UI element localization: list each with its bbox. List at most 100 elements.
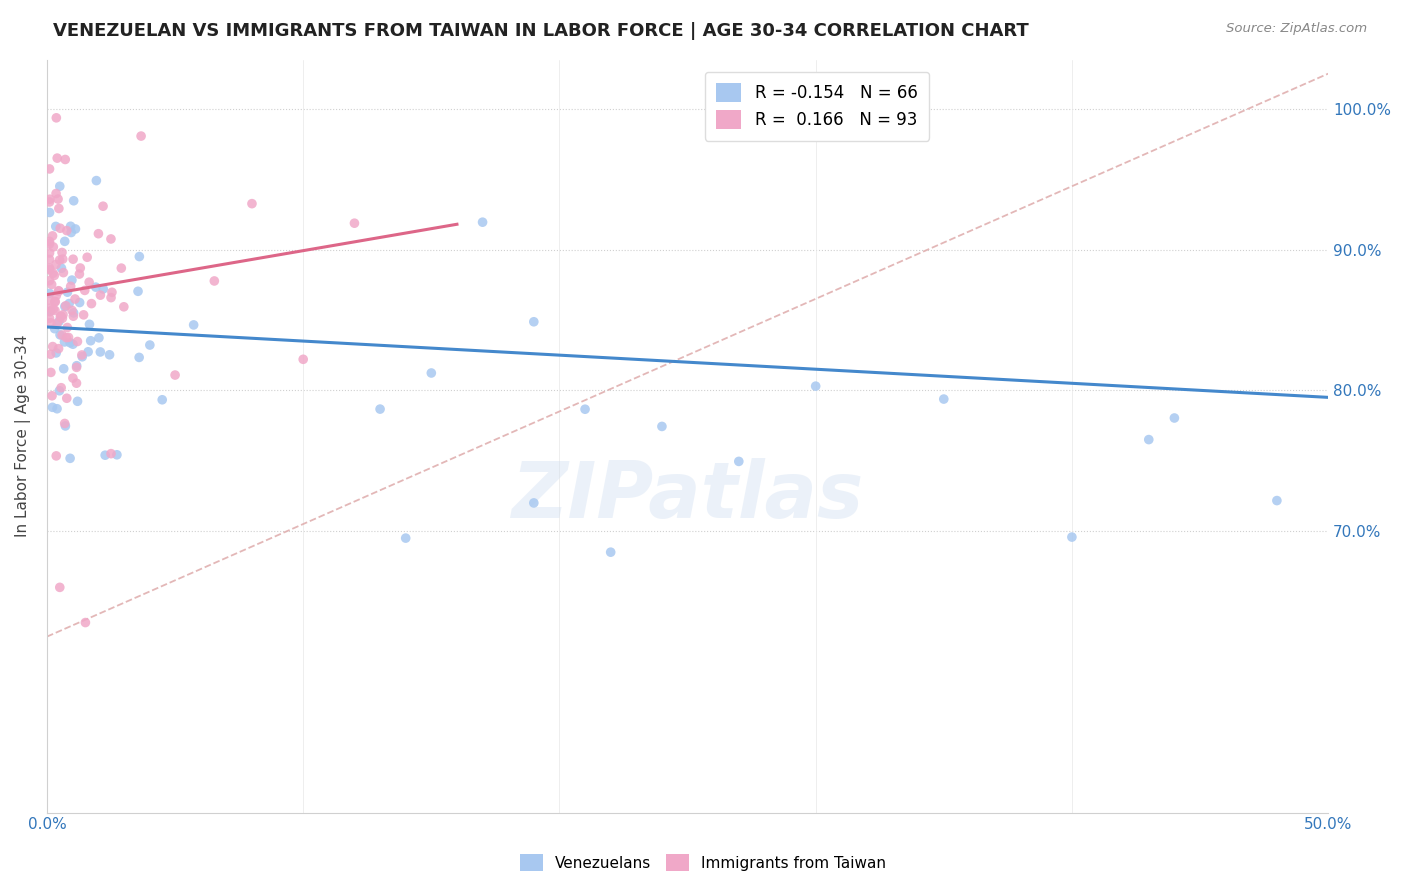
Point — [471, 215, 494, 229]
Point — [39, 365, 62, 379]
Point — [1265, 493, 1288, 508]
Point — [343, 216, 366, 230]
Point — [48, 384, 70, 398]
Point — [165, 368, 187, 382]
Point — [89, 288, 111, 302]
Point — [55, 330, 77, 344]
Point — [420, 366, 443, 380]
Point — [129, 129, 152, 144]
Point — [55, 299, 77, 313]
Legend: Venezuelans, Immigrants from Taiwan: Venezuelans, Immigrants from Taiwan — [513, 848, 893, 877]
Point — [48, 314, 70, 328]
Point — [72, 308, 94, 322]
Point — [56, 285, 79, 300]
Text: VENEZUELAN VS IMMIGRANTS FROM TAIWAN IN LABOR FORCE | AGE 30-34 CORRELATION CHAR: VENEZUELAN VS IMMIGRANTS FROM TAIWAN IN … — [53, 22, 1029, 40]
Point — [46, 401, 69, 416]
Point — [86, 173, 108, 187]
Point — [49, 327, 72, 342]
Point — [45, 449, 67, 463]
Point — [48, 252, 70, 267]
Point — [38, 260, 60, 275]
Point — [45, 346, 67, 360]
Point — [52, 308, 75, 322]
Text: ZIPatlas: ZIPatlas — [512, 458, 863, 534]
Point — [69, 260, 91, 275]
Point — [51, 261, 73, 276]
Point — [62, 194, 84, 208]
Point — [38, 252, 60, 267]
Point — [38, 236, 60, 251]
Point — [59, 219, 82, 234]
Point — [128, 250, 150, 264]
Point — [41, 340, 63, 354]
Point — [44, 303, 66, 318]
Point — [48, 284, 70, 298]
Point — [65, 360, 87, 375]
Point — [59, 335, 82, 350]
Point — [39, 304, 62, 318]
Point — [395, 531, 418, 545]
Point — [49, 221, 72, 235]
Point — [66, 394, 89, 409]
Point — [38, 311, 60, 326]
Point — [651, 419, 673, 434]
Point — [98, 348, 121, 362]
Point — [48, 202, 70, 216]
Point — [60, 273, 83, 287]
Point — [55, 391, 77, 405]
Point — [45, 258, 67, 272]
Point — [77, 275, 100, 289]
Point — [62, 337, 84, 351]
Point — [52, 252, 75, 266]
Point — [87, 227, 110, 241]
Point — [51, 245, 73, 260]
Point — [127, 285, 149, 299]
Point — [128, 351, 150, 365]
Point — [38, 293, 60, 307]
Point — [1060, 530, 1083, 544]
Point — [51, 381, 73, 395]
Point — [39, 316, 62, 330]
Point — [932, 392, 955, 406]
Point — [77, 344, 100, 359]
Point — [240, 196, 263, 211]
Point — [80, 296, 103, 310]
Point — [42, 266, 65, 280]
Point — [53, 235, 76, 249]
Point — [65, 222, 87, 236]
Point — [44, 268, 66, 283]
Point — [38, 304, 60, 318]
Point — [70, 350, 93, 364]
Point — [45, 219, 67, 234]
Point — [523, 315, 546, 329]
Point — [41, 228, 63, 243]
Point — [48, 284, 70, 298]
Point — [39, 347, 62, 361]
Point — [59, 279, 82, 293]
Point — [91, 282, 114, 296]
Point — [87, 331, 110, 345]
Point — [79, 334, 101, 348]
Point — [727, 454, 749, 468]
Point — [52, 266, 75, 280]
Point — [60, 303, 83, 318]
Point — [49, 309, 72, 323]
Y-axis label: In Labor Force | Age 30-34: In Labor Force | Age 30-34 — [15, 334, 31, 537]
Point — [62, 306, 84, 320]
Point — [60, 226, 83, 240]
Point — [62, 252, 84, 267]
Point — [51, 328, 73, 343]
Point — [804, 379, 827, 393]
Point — [44, 321, 66, 335]
Point — [49, 179, 72, 194]
Point — [38, 262, 60, 277]
Point — [44, 294, 66, 309]
Point — [73, 284, 96, 298]
Point — [58, 296, 80, 310]
Point — [38, 205, 60, 219]
Point — [91, 199, 114, 213]
Point — [70, 348, 93, 362]
Point — [79, 318, 101, 332]
Point — [52, 361, 75, 376]
Point — [53, 334, 76, 349]
